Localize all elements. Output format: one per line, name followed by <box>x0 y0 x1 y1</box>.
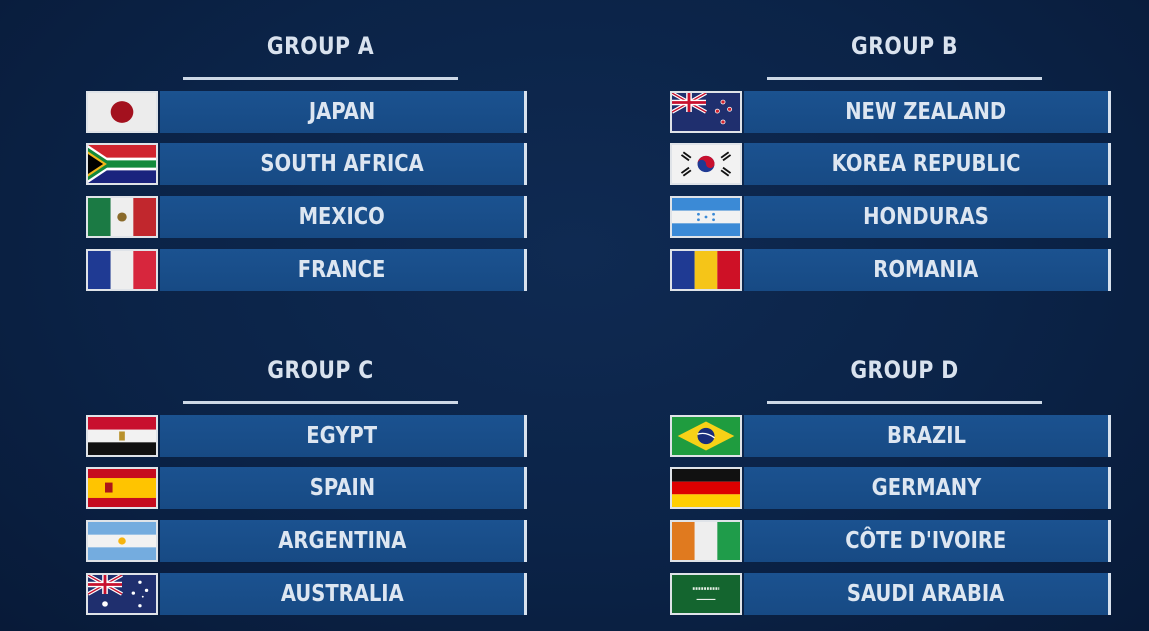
team-name-bar: HONDURAS <box>744 196 1111 238</box>
team-row: BRAZIL <box>670 415 1111 457</box>
team-name-bar: ROMANIA <box>744 249 1111 291</box>
team-name-bar: SAUDI ARABIA <box>744 573 1111 615</box>
group-title: GROUP D <box>850 356 959 384</box>
new-zealand-flag-icon <box>670 91 742 133</box>
brazil-flag-icon <box>670 415 742 457</box>
team-name: SPAIN <box>309 475 375 501</box>
team-name: NEW ZEALAND <box>845 99 1007 125</box>
team-name: BRAZIL <box>886 423 966 449</box>
team-name-bar: MEXICO <box>160 196 527 238</box>
team-name: SAUDI ARABIA <box>847 581 1005 607</box>
team-name-bar: NEW ZEALAND <box>744 91 1111 133</box>
group-title-underline <box>183 401 458 404</box>
argentina-flag-icon <box>86 520 158 562</box>
team-row: JAPAN <box>86 91 527 133</box>
team-row: CÔTE D'IVOIRE <box>670 520 1111 562</box>
team-row: GERMANY <box>670 467 1111 509</box>
group-title: GROUP C <box>267 356 374 384</box>
team-name: SOUTH AFRICA <box>260 151 424 177</box>
group-title-underline <box>767 401 1042 404</box>
team-name-bar: SPAIN <box>160 467 527 509</box>
honduras-flag-icon <box>670 196 742 238</box>
team-row: NEW ZEALAND <box>670 91 1111 133</box>
spain-flag-icon <box>86 467 158 509</box>
romania-flag-icon <box>670 249 742 291</box>
team-row: AUSTRALIA <box>86 573 527 615</box>
team-name-bar: KOREA REPUBLIC <box>744 143 1111 185</box>
team-row: FRANCE <box>86 249 527 291</box>
group-title: GROUP A <box>266 32 375 60</box>
team-row: SOUTH AFRICA <box>86 143 527 185</box>
team-row: ROMANIA <box>670 249 1111 291</box>
france-flag-icon <box>86 249 158 291</box>
team-row: HONDURAS <box>670 196 1111 238</box>
germany-flag-icon <box>670 467 742 509</box>
team-name-bar: GERMANY <box>744 467 1111 509</box>
saudi-arabia-flag-icon <box>670 573 742 615</box>
mexico-flag-icon <box>86 196 158 238</box>
team-name-bar: SOUTH AFRICA <box>160 143 527 185</box>
team-name: CÔTE D'IVOIRE <box>845 528 1007 554</box>
team-name: ROMANIA <box>873 257 979 283</box>
korea-republic-flag-icon <box>670 143 742 185</box>
team-name: GERMANY <box>871 475 981 501</box>
group-title-underline <box>767 77 1042 80</box>
team-name-bar: FRANCE <box>160 249 527 291</box>
team-row: ARGENTINA <box>86 520 527 562</box>
team-name-bar: CÔTE D'IVOIRE <box>744 520 1111 562</box>
team-name-bar: EGYPT <box>160 415 527 457</box>
team-name-bar: AUSTRALIA <box>160 573 527 615</box>
group-title: GROUP B <box>851 32 958 60</box>
team-name: FRANCE <box>298 257 386 283</box>
team-name-bar: ARGENTINA <box>160 520 527 562</box>
team-name: JAPAN <box>308 99 376 125</box>
team-name-bar: JAPAN <box>160 91 527 133</box>
japan-flag-icon <box>86 91 158 133</box>
team-row: SPAIN <box>86 467 527 509</box>
team-name: HONDURAS <box>863 204 989 230</box>
cote-divoire-flag-icon <box>670 520 742 562</box>
team-name: EGYPT <box>306 423 378 449</box>
team-row: KOREA REPUBLIC <box>670 143 1111 185</box>
team-name: ARGENTINA <box>277 528 407 554</box>
egypt-flag-icon <box>86 415 158 457</box>
team-row: SAUDI ARABIA <box>670 573 1111 615</box>
team-row: EGYPT <box>86 415 527 457</box>
team-name: KOREA REPUBLIC <box>831 151 1021 177</box>
team-name: MEXICO <box>298 204 386 230</box>
team-name-bar: BRAZIL <box>744 415 1111 457</box>
south-africa-flag-icon <box>86 143 158 185</box>
group-title-underline <box>183 77 458 80</box>
team-name: AUSTRALIA <box>280 581 404 607</box>
team-row: MEXICO <box>86 196 527 238</box>
australia-flag-icon <box>86 573 158 615</box>
